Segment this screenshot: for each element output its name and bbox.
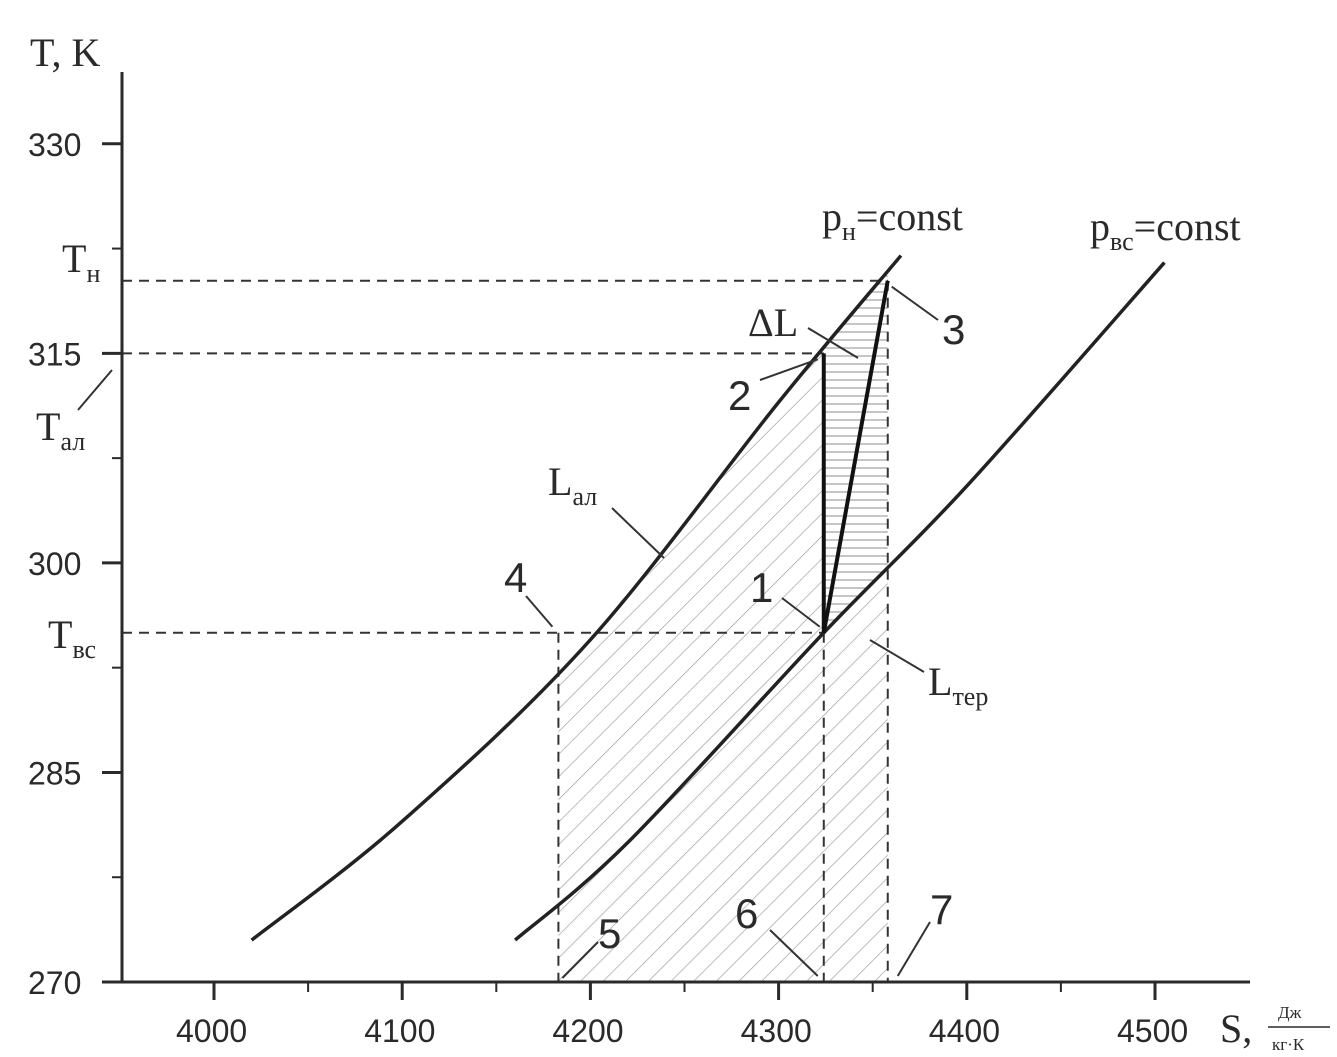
label-delta-l: ΔL	[748, 300, 798, 345]
point-label-4: 4	[504, 554, 527, 601]
leader-1	[781, 597, 821, 628]
label-pn-const: pн=const	[822, 194, 963, 246]
dashed-guides	[122, 279, 889, 982]
x-axis-label: S,	[1220, 1006, 1252, 1051]
label-l-ad: Lал	[548, 459, 597, 511]
curve-pvs-const	[513, 261, 1166, 942]
y-axis-label: T, K	[30, 30, 100, 75]
y-ticks: 270 285 300 315 330	[28, 127, 122, 1001]
y-tick-label-330: 330	[28, 127, 81, 163]
point-label-7: 7	[930, 886, 953, 933]
label-pvs-const: pвс=const	[1090, 204, 1241, 256]
leader-4	[525, 595, 554, 628]
x-axis-unit-numerator: Дж	[1278, 1003, 1302, 1022]
label-t-n: Tн	[62, 236, 100, 288]
point-label-5: 5	[598, 910, 621, 957]
x-ticks: 4000 4100 4200 4300 4400 4500	[176, 982, 1188, 1049]
leader-7	[896, 921, 931, 977]
x-tick-label-4000: 4000	[176, 1013, 247, 1049]
process-lines	[821, 280, 890, 634]
x-tick-label-4200: 4200	[552, 1013, 623, 1049]
y-tick-label-285: 285	[28, 755, 81, 791]
leader-l-ter	[869, 639, 925, 673]
hatched-areas	[558, 271, 888, 983]
x-tick-label-4100: 4100	[364, 1013, 435, 1049]
process-1-3	[821, 280, 890, 634]
leader-5	[561, 941, 599, 979]
point-label-2: 2	[728, 372, 751, 419]
label-t-vs: Tвс	[48, 612, 96, 664]
x-tick-label-4500: 4500	[1117, 1013, 1188, 1049]
y-tick-label-270: 270	[28, 965, 81, 1001]
x-tick-label-4300: 4300	[741, 1013, 812, 1049]
x-axis-unit-denominator: кг·К	[1272, 1035, 1305, 1054]
area-l-ad	[558, 348, 824, 983]
leader-2	[759, 358, 819, 381]
x-tick-label-4400: 4400	[929, 1013, 1000, 1049]
leader-3	[891, 285, 939, 321]
label-t-ad: Tал	[36, 404, 85, 456]
leader-lines	[77, 285, 939, 979]
point-label-1: 1	[750, 564, 773, 611]
leader-l-ad	[611, 507, 665, 559]
area-l-ter	[823, 567, 888, 982]
point-label-3: 3	[942, 306, 965, 353]
leader-delta-l	[807, 327, 859, 359]
y-tick-label-315: 315	[28, 336, 81, 372]
y-tick-label-300: 300	[28, 546, 81, 582]
leader-6	[769, 929, 819, 977]
label-l-ter: Lтер	[928, 659, 988, 711]
point-label-6: 6	[735, 890, 758, 937]
leader-t-ad	[77, 369, 113, 411]
